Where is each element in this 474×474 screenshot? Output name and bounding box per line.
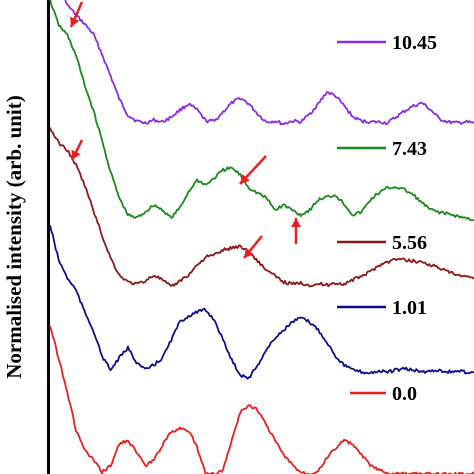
series-group bbox=[49, 0, 474, 474]
annotation-arrow-1 bbox=[69, 1, 84, 28]
series-line-5-56 bbox=[49, 127, 474, 288]
legend-label-7-43: 7.43 bbox=[392, 138, 427, 160]
annotation-arrow-2 bbox=[70, 139, 84, 161]
series-line-1-01 bbox=[49, 225, 474, 380]
series-line-0-0 bbox=[49, 325, 474, 474]
y-axis-label: Normalised intensity (arb. unit) bbox=[2, 95, 26, 379]
legend-label-5-56: 5.56 bbox=[392, 232, 427, 254]
legend-label-10-45: 10.45 bbox=[392, 32, 437, 54]
annotation-arrow-4 bbox=[291, 218, 301, 244]
legend-label-0-0: 0.0 bbox=[392, 383, 417, 405]
legend: 10.45 7.43 5.56 1.01 0.0 bbox=[337, 32, 437, 405]
annotation-arrow-5 bbox=[243, 235, 263, 259]
annotation-arrows bbox=[69, 1, 301, 259]
series-line-10-45 bbox=[64, 0, 474, 126]
legend-label-1-01: 1.01 bbox=[392, 297, 427, 319]
annotation-arrow-3 bbox=[239, 155, 267, 185]
series-line-7-43 bbox=[49, 0, 474, 222]
